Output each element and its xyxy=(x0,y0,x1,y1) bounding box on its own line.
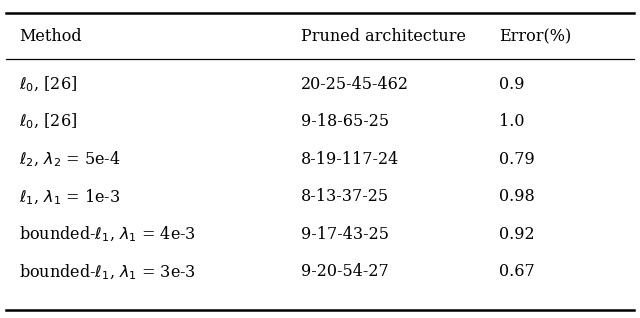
Text: $\ell_0$, [26]: $\ell_0$, [26] xyxy=(19,112,77,132)
Text: 9-20-54-27: 9-20-54-27 xyxy=(301,263,388,280)
Text: Pruned architecture: Pruned architecture xyxy=(301,28,466,45)
Text: 8-13-37-25: 8-13-37-25 xyxy=(301,188,389,205)
Text: 0.67: 0.67 xyxy=(499,263,535,280)
Text: 8-19-117-24: 8-19-117-24 xyxy=(301,151,399,168)
Text: Method: Method xyxy=(19,28,82,45)
Text: bounded-$\ell_1$, $\lambda_1$ = 3e-3: bounded-$\ell_1$, $\lambda_1$ = 3e-3 xyxy=(19,262,196,282)
Text: $\ell_1$, $\lambda_1$ = 1e-3: $\ell_1$, $\lambda_1$ = 1e-3 xyxy=(19,187,120,207)
Text: 1.0: 1.0 xyxy=(499,113,525,130)
Text: 9-18-65-25: 9-18-65-25 xyxy=(301,113,389,130)
Text: 0.98: 0.98 xyxy=(499,188,535,205)
Text: 0.9: 0.9 xyxy=(499,76,525,93)
Text: 20-25-45-462: 20-25-45-462 xyxy=(301,76,409,93)
Text: bounded-$\ell_1$, $\lambda_1$ = 4e-3: bounded-$\ell_1$, $\lambda_1$ = 4e-3 xyxy=(19,225,196,244)
Text: 0.79: 0.79 xyxy=(499,151,535,168)
Text: Error(%): Error(%) xyxy=(499,28,572,45)
Text: 0.92: 0.92 xyxy=(499,226,535,243)
Text: $\ell_0$, [26]: $\ell_0$, [26] xyxy=(19,74,77,94)
Text: $\ell_2$, $\lambda_2$ = 5e-4: $\ell_2$, $\lambda_2$ = 5e-4 xyxy=(19,149,121,169)
Text: 9-17-43-25: 9-17-43-25 xyxy=(301,226,388,243)
